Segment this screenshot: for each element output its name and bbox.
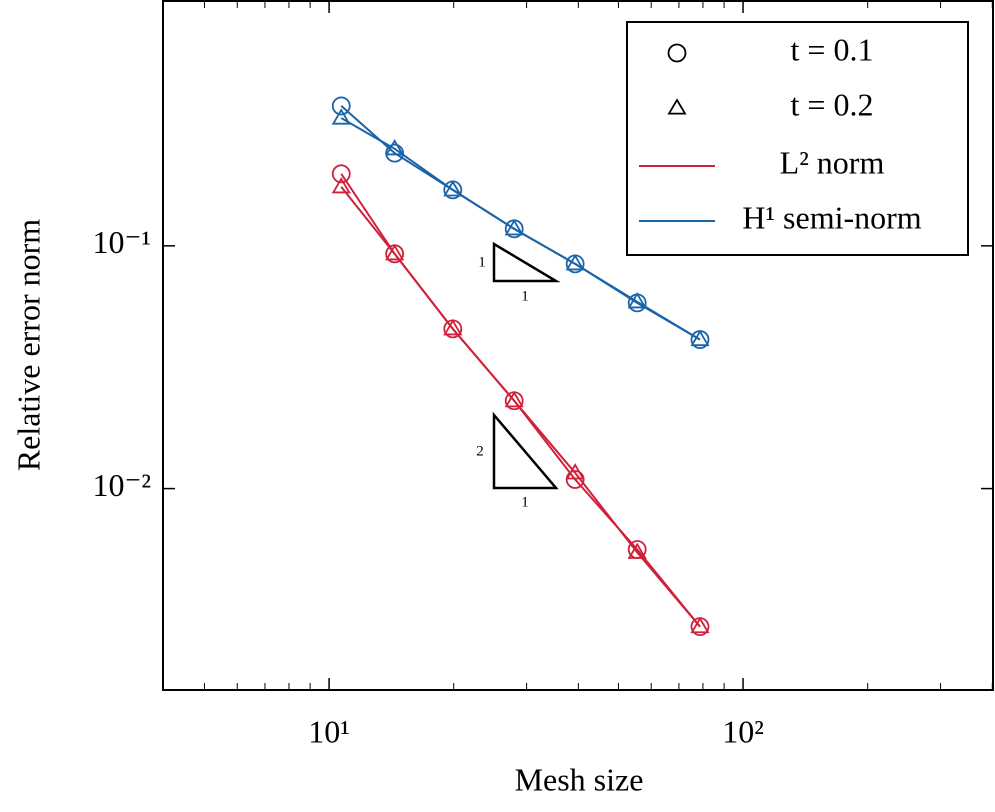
data-point: [627, 542, 647, 559]
data-point: [565, 254, 585, 271]
legend-box: [626, 21, 969, 256]
legend-marker: [667, 98, 687, 115]
data-point: [565, 470, 585, 489]
data-point: [385, 244, 405, 261]
legend-label: t = 0.1: [791, 31, 874, 67]
data-point: [504, 219, 524, 236]
data-point: [690, 616, 710, 634]
data-point: [331, 108, 351, 125]
slope-run: 1: [521, 288, 529, 304]
y-tick-label: 10⁻²: [93, 467, 151, 503]
x-tick-label: 10²: [722, 713, 764, 749]
legend: t = 0.1 t = 0.2 L² norm H¹ semi-norm: [626, 21, 969, 256]
slope-rise: 2: [476, 443, 484, 459]
data-point: [331, 177, 351, 194]
data-point: [690, 329, 710, 347]
x-tick-label: 10¹: [308, 713, 350, 749]
data-point: [385, 139, 405, 156]
data-point: [385, 143, 405, 163]
data-point: [504, 390, 524, 408]
legend-label: H¹ semi-norm: [742, 199, 921, 235]
data-point: [443, 319, 463, 336]
legend-marker: [667, 43, 687, 63]
slope-triangle: 1 1: [478, 241, 561, 304]
y-tick-label: 10⁻¹: [93, 224, 151, 260]
data-point: [565, 463, 585, 480]
legend-label: t = 0.2: [791, 86, 874, 122]
x-axis-label: Mesh size: [515, 761, 644, 797]
data-point: [331, 164, 351, 184]
series-line: [340, 186, 701, 628]
series-line: [340, 117, 701, 341]
slope-triangle: 2 1: [476, 411, 559, 510]
slope-rise: 1: [478, 254, 486, 270]
plot-layer: 10¹ 10² 10⁻² 10⁻¹ t = 0.1 t = 0.2 L² norm H¹ se…: [93, 1, 993, 749]
data-point: [627, 292, 647, 309]
data-point: [443, 180, 463, 197]
legend-label: L² norm: [780, 144, 885, 180]
y-axis-label: Relative error norm: [10, 219, 46, 471]
slope-run: 1: [521, 494, 529, 510]
data-point: [331, 96, 351, 116]
